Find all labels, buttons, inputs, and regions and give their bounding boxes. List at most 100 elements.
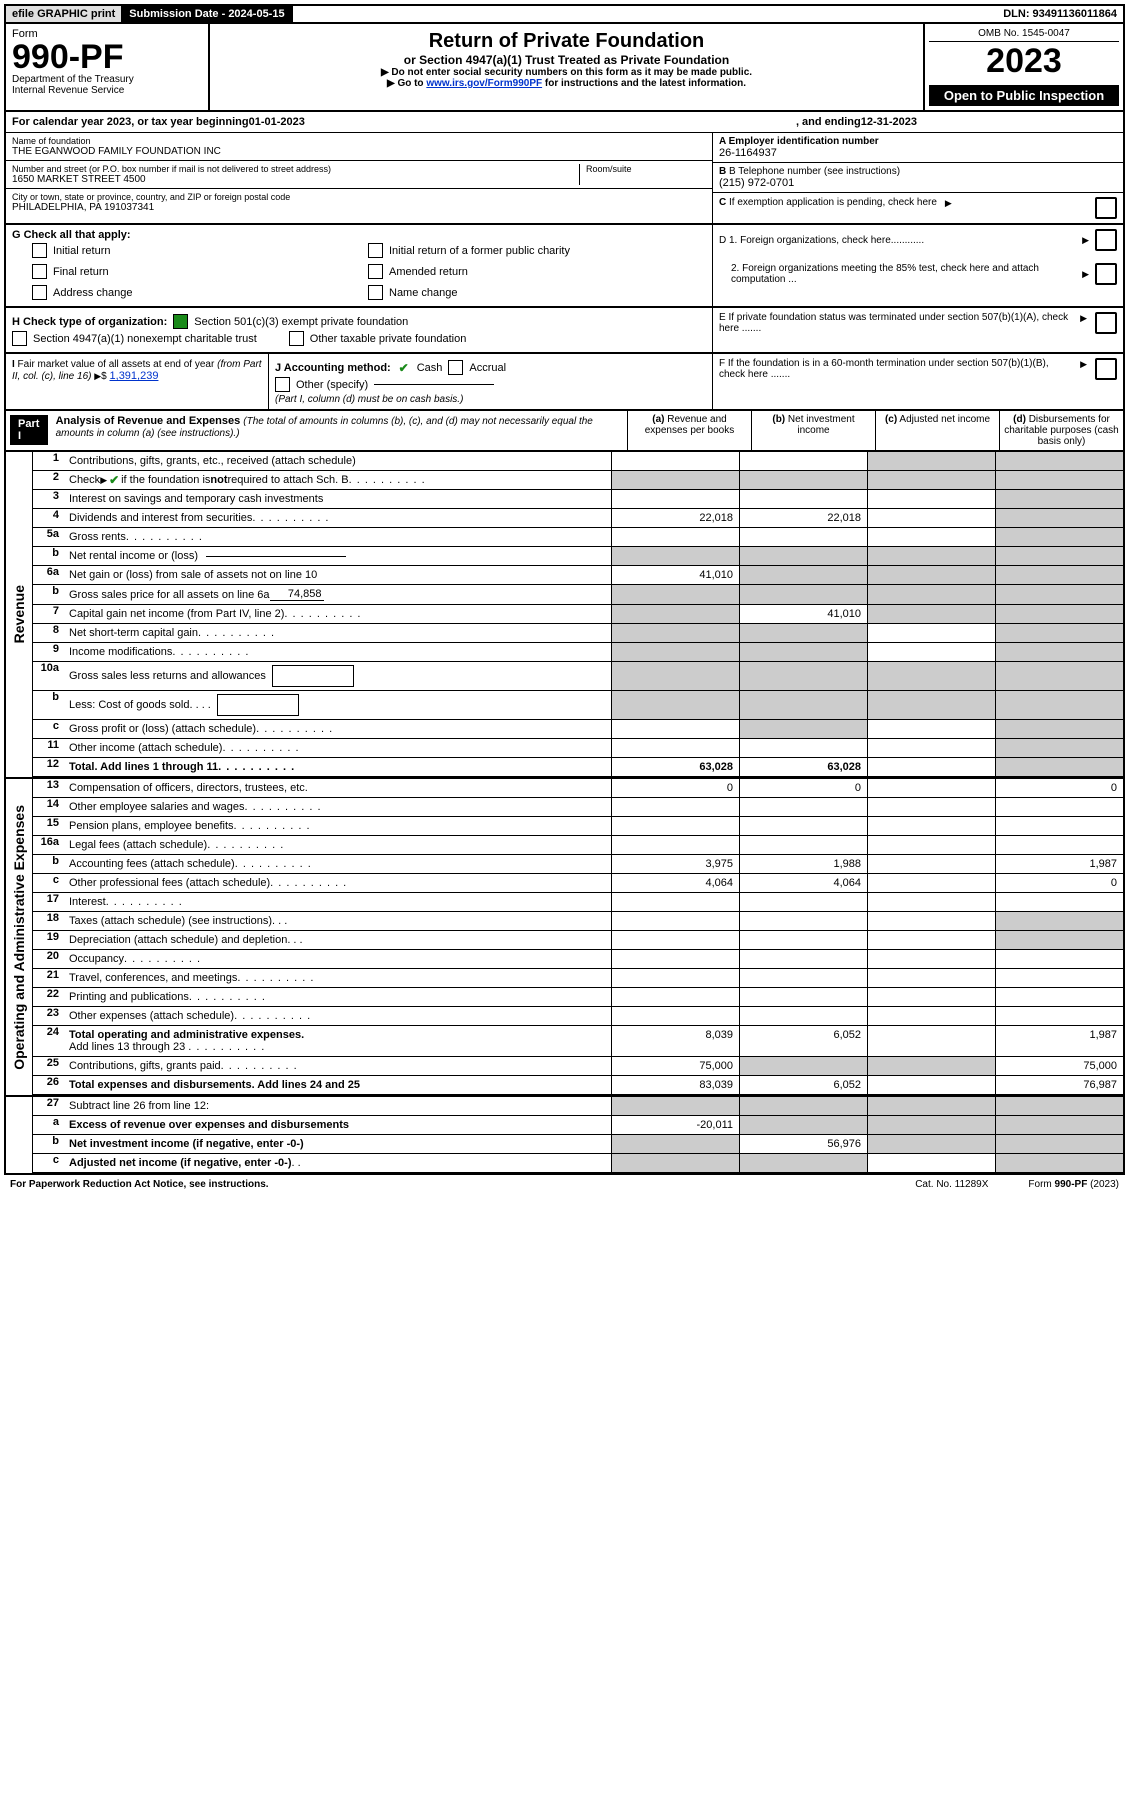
ln: 19 [33,931,65,950]
line-24: Total operating and administrative expen… [65,1026,611,1057]
cal-end: 12-31-2023 [861,116,917,128]
part1-title: Analysis of Revenue and Expenses [56,415,241,427]
expenses-side-label: Operating and Administrative Expenses [9,797,29,1078]
line-19-text: Depreciation (attach schedule) and deple… [69,934,287,946]
other-method-checkbox[interactable] [275,377,290,392]
d2-checkbox[interactable] [1095,263,1117,285]
ln: 27 [33,1097,65,1116]
instr-pre: ▶ Go to [387,78,426,89]
val-4b: 22,018 [739,509,867,528]
val-13d: 0 [995,779,1123,798]
name-change-checkbox[interactable] [368,285,383,300]
arrow-icon [945,197,952,209]
line-10c: Gross profit or (loss) (attach schedule) [65,720,611,739]
check-icon [397,362,411,374]
line-5b: Net rental income or (loss) [65,547,611,566]
4947-checkbox[interactable] [12,331,27,346]
line-25-text: Contributions, gifts, grants paid [69,1060,221,1072]
form-title: Return of Private Foundation [216,30,917,53]
val-27bb: 56,976 [739,1135,867,1154]
tax-year: 2023 [929,42,1119,81]
open-public-badge: Open to Public Inspection [929,85,1119,106]
dept-treasury: Department of the Treasury [12,74,202,85]
omb-number: OMB No. 1545-0047 [929,28,1119,42]
ln: 21 [33,969,65,988]
arrow-icon [1082,234,1089,246]
line-19: Depreciation (attach schedule) and deple… [65,931,611,950]
irs-link[interactable]: www.irs.gov/Form990PF [426,78,542,89]
line-5a: Gross rents [65,528,611,547]
initial-return-checkbox[interactable] [32,243,47,258]
line-20-text: Occupancy [69,953,124,965]
instr-link-line: ▶ Go to www.irs.gov/Form990PF for instru… [216,78,917,89]
amended-return-checkbox[interactable] [368,264,383,279]
ln: 6a [33,566,65,585]
accrual-checkbox[interactable] [448,360,463,375]
line-14-text: Other employee salaries and wages [69,801,244,813]
ln: 4 [33,509,65,528]
d1-checkbox[interactable] [1095,229,1117,251]
revenue-side-label: Revenue [9,577,29,651]
street-address: 1650 MARKET STREET 4500 [12,174,579,185]
val-16ba: 3,975 [611,855,739,874]
line-14: Other employee salaries and wages [65,798,611,817]
efile-print-button[interactable]: efile GRAPHIC print [6,6,123,22]
line-10a-text: Gross sales less returns and allowances [69,670,266,682]
line-15-text: Pension plans, employee benefits [69,820,234,832]
j-note: (Part I, column (d) must be on cash basi… [275,394,706,405]
part1-badge: Part I [10,415,48,445]
line-16b: Accounting fees (attach schedule) [65,855,611,874]
e-checkbox[interactable] [1095,312,1117,334]
val-6a: 41,010 [611,566,739,585]
opt-501c3: Section 501(c)(3) exempt private foundat… [194,316,408,328]
f-checkbox[interactable] [1095,358,1117,380]
col-c-head: (c) Adjusted net income [875,411,999,450]
ln: c [33,720,65,739]
c-checkbox[interactable] [1095,197,1117,219]
line-1: Contributions, gifts, grants, etc., rece… [65,452,611,471]
val-26d: 76,987 [995,1076,1123,1095]
line-16b-text: Accounting fees (attach schedule) [69,858,235,870]
revenue-section: Revenue 1Contributions, gifts, grants, e… [4,452,1125,779]
other-taxable-checkbox[interactable] [289,331,304,346]
val-12a: 63,028 [611,758,739,777]
line-11-text: Other income (attach schedule) [69,742,222,754]
ein-value: 26-1164937 [719,147,1117,159]
line-27c: Adjusted net income (if negative, enter … [65,1154,611,1173]
line-2: Check if the foundation is not required … [65,471,611,490]
ln: 22 [33,988,65,1007]
val-12b: 63,028 [739,758,867,777]
h-label: H Check type of organization: [12,316,167,328]
fmv-link[interactable]: 1,391,239 [110,370,159,382]
arrow-icon [1082,268,1089,280]
ln: 1 [33,452,65,471]
line-17: Interest [65,893,611,912]
501c3-checkbox[interactable] [173,314,188,329]
val-16cd: 0 [995,874,1123,893]
line-6b: Gross sales price for all assets on line… [65,585,611,605]
cal-begin: 01-01-2023 [249,116,305,128]
c-label: C If exemption application is pending, c… [719,197,937,208]
ln: 12 [33,758,65,777]
line-21: Travel, conferences, and meetings [65,969,611,988]
initial-former-checkbox[interactable] [368,243,383,258]
e-label: E If private foundation status was termi… [719,312,1072,334]
line-9: Income modifications [65,643,611,662]
form-subtitle: or Section 4947(a)(1) Trust Treated as P… [216,53,917,67]
final-return-checkbox[interactable] [32,264,47,279]
val-7b: 41,010 [739,605,867,624]
line-12: Total. Add lines 1 through 11 [65,758,611,777]
line-27a: Excess of revenue over expenses and disb… [65,1116,611,1135]
ln: 23 [33,1007,65,1026]
ln: 2 [33,471,65,490]
line-23-text: Other expenses (attach schedule) [69,1010,234,1022]
line-5b-text: Net rental income or (loss) [69,550,198,562]
ln: a [33,1116,65,1135]
line-22: Printing and publications [65,988,611,1007]
col-a-head: (a) Revenue and expenses per books [627,411,751,450]
line-9-text: Income modifications [69,646,172,658]
ln: 13 [33,779,65,798]
line-16c: Other professional fees (attach schedule… [65,874,611,893]
address-change-checkbox[interactable] [32,285,47,300]
foundation-name: THE EGANWOOD FAMILY FOUNDATION INC [12,146,706,157]
